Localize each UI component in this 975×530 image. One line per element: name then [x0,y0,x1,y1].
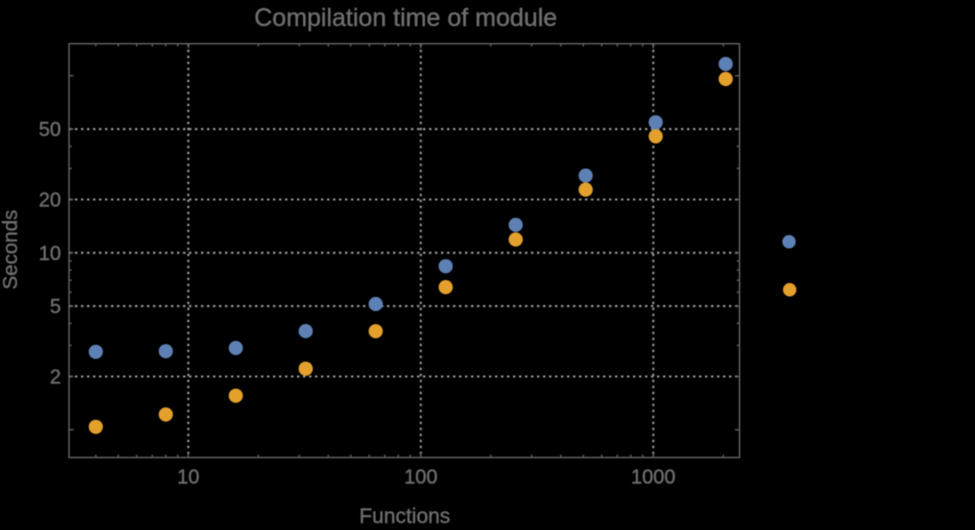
svg-text:Compilation time of module: Compilation time of module [254,4,557,32]
svg-text:50: 50 [39,119,61,141]
svg-text:Seconds: Seconds [0,210,22,290]
svg-text:20: 20 [39,190,61,212]
svg-text:10: 10 [39,243,61,265]
svg-text:100: 100 [404,467,437,489]
svg-text:1000: 1000 [631,467,676,489]
svg-text:5: 5 [50,296,61,318]
svg-text:Functions: Functions [359,505,450,525]
svg-text:2: 2 [50,367,61,389]
svg-text:10: 10 [177,467,199,489]
